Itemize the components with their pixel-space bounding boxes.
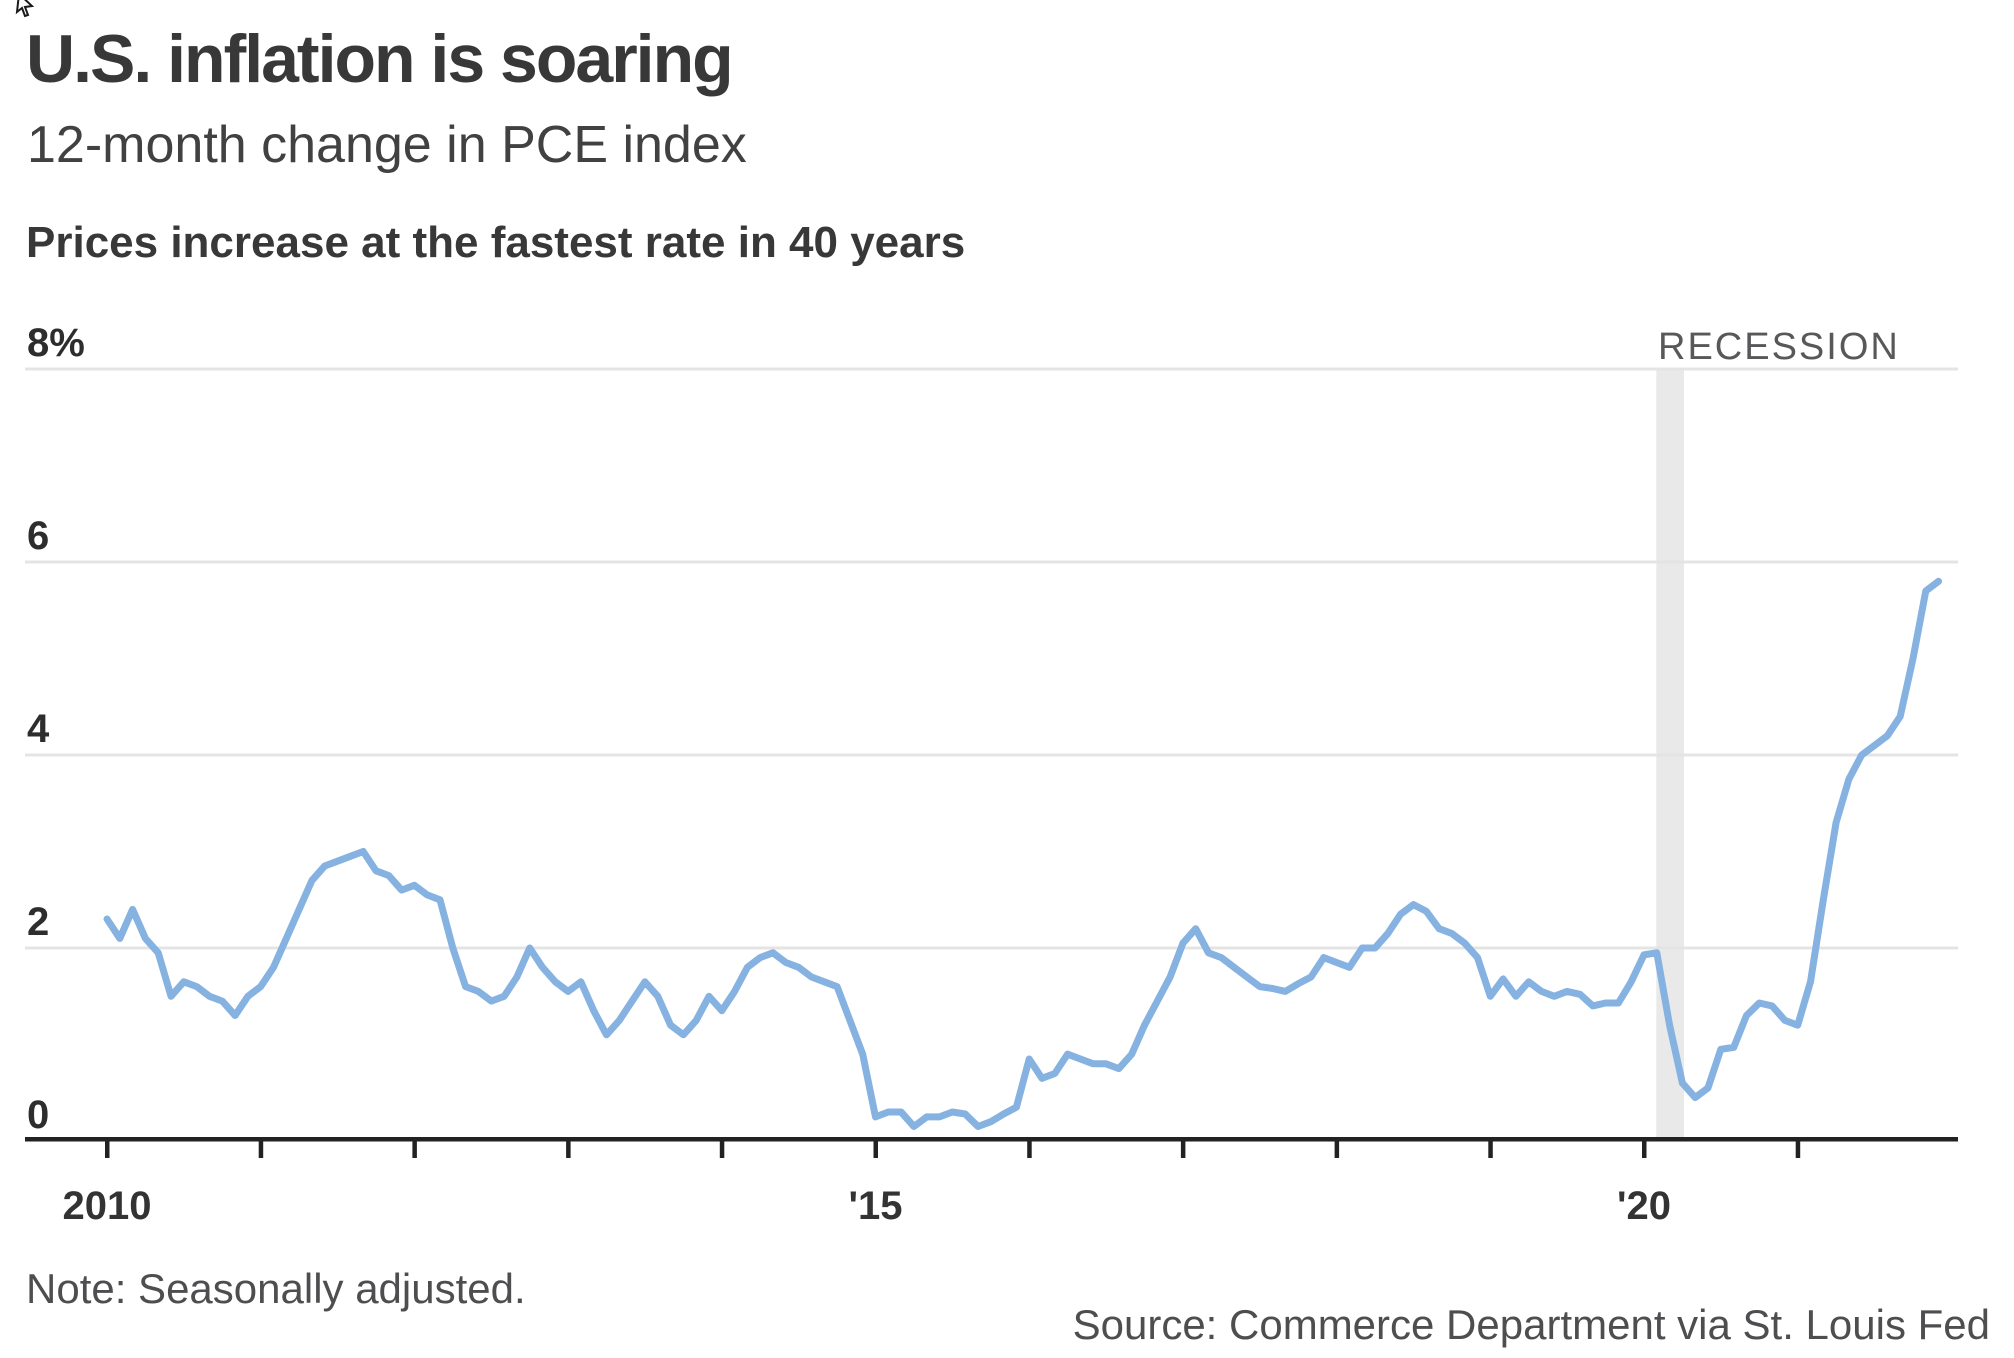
y-axis-label: 0 (27, 1093, 50, 1137)
y-axis-label: 4 (27, 707, 50, 751)
gridline (25, 367, 1958, 371)
recession-label: RECESSION (1658, 326, 1900, 368)
x-axis-line (25, 1137, 1958, 1142)
x-axis-label: '15 (848, 1184, 903, 1228)
gridline (25, 753, 1958, 757)
gridline (25, 560, 1958, 564)
x-axis-tick (1027, 1139, 1032, 1158)
x-axis-tick (1642, 1139, 1647, 1158)
x-axis-tick (412, 1139, 417, 1158)
chart-source: Source: Commerce Department via St. Loui… (1072, 1301, 1990, 1348)
x-axis-tick (1488, 1139, 1493, 1158)
y-axis-label: 6 (27, 514, 50, 558)
gridline (25, 946, 1958, 950)
x-axis-tick (1180, 1139, 1186, 1158)
x-axis-tick (566, 1139, 571, 1158)
x-axis-label: '20 (1616, 1184, 1672, 1228)
x-axis-label: 2010 (62, 1184, 152, 1228)
x-axis-tick (258, 1139, 264, 1158)
x-axis-tick (873, 1139, 878, 1158)
mouse-cursor-icon (15, 0, 35, 18)
y-axis-label: 2 (27, 900, 50, 944)
pce-inflation-line (103, 577, 1943, 1130)
page-title: U.S. inflation is soaring (26, 21, 734, 97)
chart-note: Note: Seasonally adjusted. (26, 1265, 526, 1312)
chart-subtitle: 12-month change in PCE index (27, 116, 747, 174)
chart-statement: Prices increase at the fastest rate in 4… (26, 218, 966, 267)
x-axis-tick (1334, 1139, 1340, 1158)
x-axis-tick (105, 1139, 110, 1158)
x-axis-tick (719, 1139, 725, 1158)
y-axis-label: 8% (27, 321, 85, 365)
x-axis-tick (1795, 1139, 1801, 1158)
